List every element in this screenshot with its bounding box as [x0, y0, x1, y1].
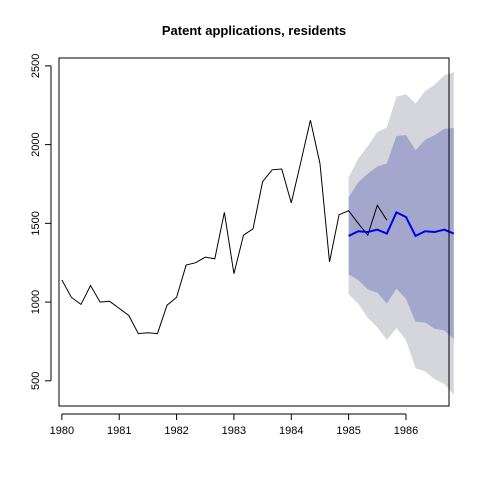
x-axis: 1980 1981 1982 1983 1984 1985 1986	[50, 414, 419, 437]
y-tick-label: 2500	[30, 54, 42, 78]
y-tick-label: 1000	[30, 290, 42, 314]
prediction-bands	[349, 72, 454, 395]
x-tick-label: 1986	[394, 425, 418, 437]
y-axis: 500 1000 1500 2000 2500	[30, 54, 51, 390]
x-tick-label: 1984	[279, 425, 303, 437]
x-tick-label: 1983	[222, 425, 246, 437]
y-tick-label: 1500	[30, 211, 42, 235]
x-tick-label: 1982	[164, 425, 188, 437]
chart-title: Patent applications, residents	[162, 23, 346, 38]
y-tick-label: 2000	[30, 132, 42, 156]
y-tick-label: 500	[30, 372, 42, 390]
history-line	[62, 120, 387, 333]
x-tick-label: 1980	[50, 425, 74, 437]
x-tick-label: 1985	[336, 425, 360, 437]
x-tick-label: 1981	[107, 425, 131, 437]
